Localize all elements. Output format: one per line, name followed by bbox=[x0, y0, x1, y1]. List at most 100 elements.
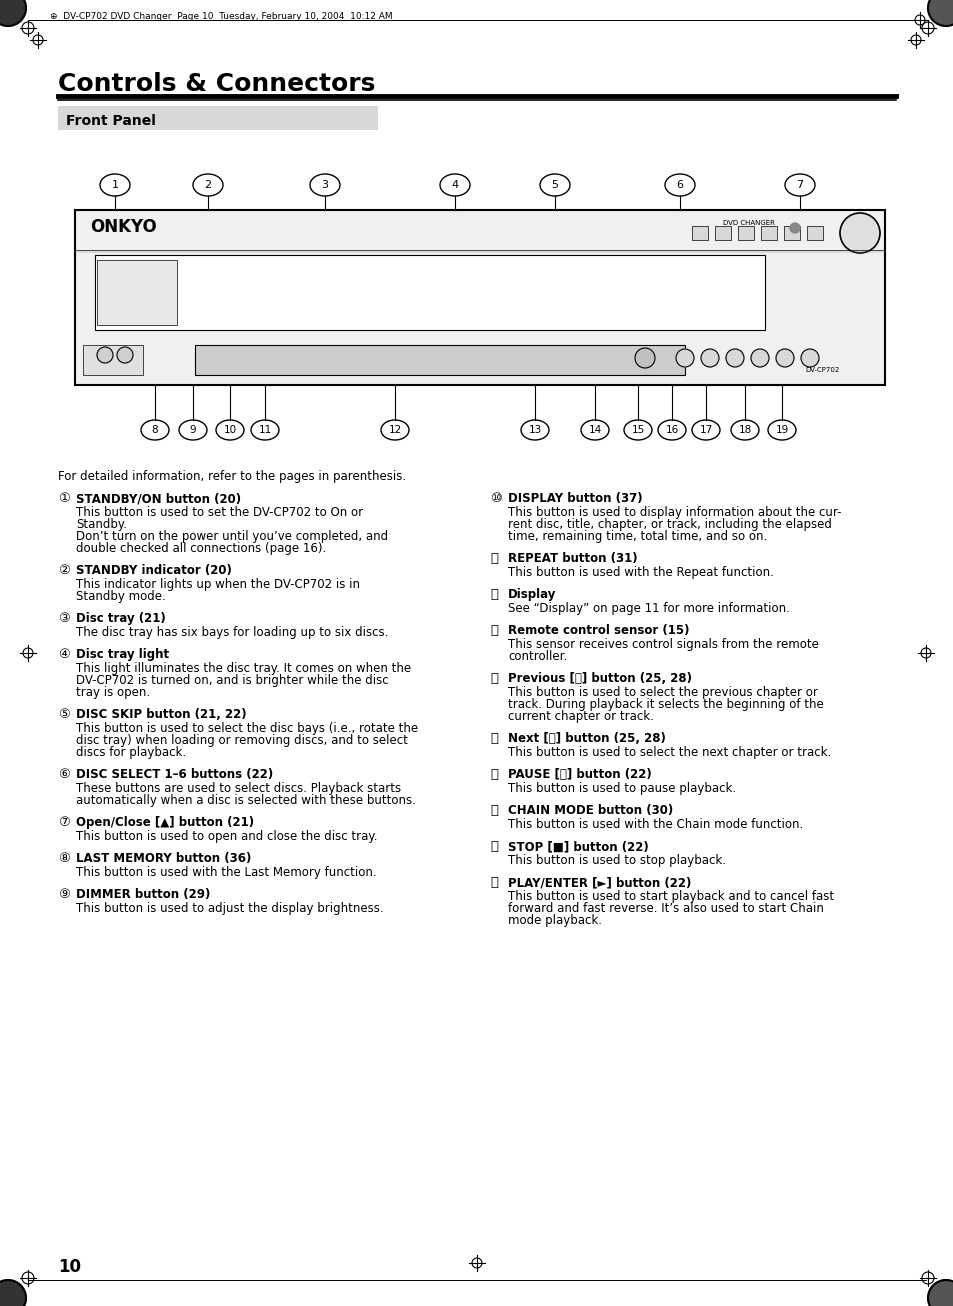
Text: ONKYO: ONKYO bbox=[90, 218, 156, 236]
Text: This light illuminates the disc tray. It comes on when the: This light illuminates the disc tray. It… bbox=[76, 662, 411, 675]
Text: 17: 17 bbox=[699, 424, 712, 435]
Text: ④: ④ bbox=[58, 648, 70, 661]
Text: automatically when a disc is selected with these buttons.: automatically when a disc is selected wi… bbox=[76, 794, 416, 807]
Ellipse shape bbox=[251, 421, 278, 440]
Text: track. During playback it selects the beginning of the: track. During playback it selects the be… bbox=[507, 697, 822, 710]
FancyBboxPatch shape bbox=[783, 226, 800, 240]
Circle shape bbox=[700, 349, 719, 367]
Text: This button is used with the Last Memory function.: This button is used with the Last Memory… bbox=[76, 866, 376, 879]
Circle shape bbox=[117, 347, 132, 363]
Text: Remote control sensor (15): Remote control sensor (15) bbox=[507, 624, 689, 637]
Text: 5: 5 bbox=[551, 180, 558, 189]
Text: DISC SKIP button (21, 22): DISC SKIP button (21, 22) bbox=[76, 708, 247, 721]
Text: Disc tray light: Disc tray light bbox=[76, 648, 169, 661]
Text: disc tray) when loading or removing discs, and to select: disc tray) when loading or removing disc… bbox=[76, 734, 408, 747]
Text: ⑩: ⑩ bbox=[490, 492, 501, 505]
Text: ⑱: ⑱ bbox=[490, 840, 497, 853]
Text: ⑦: ⑦ bbox=[58, 816, 70, 829]
Text: 9: 9 bbox=[190, 424, 196, 435]
Circle shape bbox=[0, 0, 26, 26]
Ellipse shape bbox=[784, 174, 814, 196]
Circle shape bbox=[927, 1280, 953, 1306]
Text: 10: 10 bbox=[58, 1258, 81, 1276]
Text: 2: 2 bbox=[204, 180, 212, 189]
Text: These buttons are used to select discs. Playback starts: These buttons are used to select discs. … bbox=[76, 782, 400, 795]
FancyBboxPatch shape bbox=[75, 210, 884, 385]
Text: time, remaining time, total time, and so on.: time, remaining time, total time, and so… bbox=[507, 530, 766, 543]
Ellipse shape bbox=[100, 174, 130, 196]
Text: REPEAT button (31): REPEAT button (31) bbox=[507, 552, 637, 565]
Text: 15: 15 bbox=[631, 424, 644, 435]
FancyBboxPatch shape bbox=[714, 226, 730, 240]
Text: STANDBY indicator (20): STANDBY indicator (20) bbox=[76, 564, 232, 577]
Text: Standby.: Standby. bbox=[76, 518, 127, 532]
Text: 8: 8 bbox=[152, 424, 158, 435]
Text: 18: 18 bbox=[738, 424, 751, 435]
Ellipse shape bbox=[380, 421, 409, 440]
Text: This button is used to set the DV-CP702 to On or: This button is used to set the DV-CP702 … bbox=[76, 505, 363, 518]
Text: This indicator lights up when the DV-CP702 is in: This indicator lights up when the DV-CP7… bbox=[76, 579, 359, 592]
Text: discs for playback.: discs for playback. bbox=[76, 746, 186, 759]
Text: Front Panel: Front Panel bbox=[66, 114, 155, 128]
Text: This button is used to stop playback.: This button is used to stop playback. bbox=[507, 854, 725, 867]
Circle shape bbox=[725, 349, 743, 367]
Text: This button is used with the Chain mode function.: This button is used with the Chain mode … bbox=[507, 818, 802, 831]
FancyBboxPatch shape bbox=[691, 226, 707, 240]
Circle shape bbox=[635, 347, 655, 368]
Text: 3: 3 bbox=[321, 180, 328, 189]
Text: 12: 12 bbox=[388, 424, 401, 435]
Ellipse shape bbox=[520, 421, 548, 440]
Text: ⑧: ⑧ bbox=[58, 852, 70, 865]
Text: For detailed information, refer to the pages in parenthesis.: For detailed information, refer to the p… bbox=[58, 470, 406, 483]
Ellipse shape bbox=[179, 421, 207, 440]
Text: Standby mode.: Standby mode. bbox=[76, 590, 166, 603]
FancyBboxPatch shape bbox=[58, 106, 377, 131]
Text: ⑥: ⑥ bbox=[58, 768, 70, 781]
Text: mode playback.: mode playback. bbox=[507, 914, 601, 927]
Text: This button is used to select the disc bays (i.e., rotate the: This button is used to select the disc b… bbox=[76, 722, 417, 735]
Text: ②: ② bbox=[58, 564, 70, 577]
Text: STOP [■] button (22): STOP [■] button (22) bbox=[507, 840, 648, 853]
Text: ⊕  DV-CP702 DVD Changer  Page 10  Tuesday, February 10, 2004  10:12 AM: ⊕ DV-CP702 DVD Changer Page 10 Tuesday, … bbox=[50, 12, 393, 21]
Text: 10: 10 bbox=[223, 424, 236, 435]
Ellipse shape bbox=[691, 421, 720, 440]
Text: This button is used to start playback and to cancel fast: This button is used to start playback an… bbox=[507, 889, 833, 902]
Text: Don’t turn on the power until you’ve completed, and: Don’t turn on the power until you’ve com… bbox=[76, 530, 388, 543]
Circle shape bbox=[789, 223, 800, 232]
Text: DISPLAY button (37): DISPLAY button (37) bbox=[507, 492, 642, 505]
Text: double checked all connections (page 16).: double checked all connections (page 16)… bbox=[76, 542, 326, 555]
Circle shape bbox=[676, 349, 693, 367]
Text: Disc tray (21): Disc tray (21) bbox=[76, 613, 166, 626]
Text: DV-CP702: DV-CP702 bbox=[804, 367, 839, 374]
Circle shape bbox=[97, 347, 112, 363]
Text: Display: Display bbox=[507, 588, 556, 601]
Text: This button is used to select the next chapter or track.: This button is used to select the next c… bbox=[507, 746, 830, 759]
Ellipse shape bbox=[580, 421, 608, 440]
Ellipse shape bbox=[767, 421, 795, 440]
Text: DISC SELECT 1–6 buttons (22): DISC SELECT 1–6 buttons (22) bbox=[76, 768, 273, 781]
Text: 1: 1 bbox=[112, 180, 118, 189]
Text: ⑪: ⑪ bbox=[490, 552, 497, 565]
Text: This button is used with the Repeat function.: This button is used with the Repeat func… bbox=[507, 565, 773, 579]
Circle shape bbox=[750, 349, 768, 367]
Text: 14: 14 bbox=[588, 424, 601, 435]
Ellipse shape bbox=[141, 421, 169, 440]
FancyBboxPatch shape bbox=[97, 260, 177, 325]
Text: DIMMER button (29): DIMMER button (29) bbox=[76, 888, 211, 901]
Ellipse shape bbox=[310, 174, 339, 196]
Text: forward and fast reverse. It’s also used to start Chain: forward and fast reverse. It’s also used… bbox=[507, 902, 823, 916]
Ellipse shape bbox=[193, 174, 223, 196]
Ellipse shape bbox=[730, 421, 759, 440]
Text: 11: 11 bbox=[258, 424, 272, 435]
Ellipse shape bbox=[215, 421, 244, 440]
Text: STANDBY/ON button (20): STANDBY/ON button (20) bbox=[76, 492, 241, 505]
Text: ⑯: ⑯ bbox=[490, 768, 497, 781]
Circle shape bbox=[840, 213, 879, 253]
Text: ③: ③ bbox=[58, 613, 70, 626]
Text: This button is used to select the previous chapter or: This button is used to select the previo… bbox=[507, 686, 817, 699]
Ellipse shape bbox=[658, 421, 685, 440]
Text: 4: 4 bbox=[451, 180, 458, 189]
Text: rent disc, title, chapter, or track, including the elapsed: rent disc, title, chapter, or track, inc… bbox=[507, 518, 831, 532]
Text: LAST MEMORY button (36): LAST MEMORY button (36) bbox=[76, 852, 251, 865]
Text: ⑰: ⑰ bbox=[490, 804, 497, 818]
